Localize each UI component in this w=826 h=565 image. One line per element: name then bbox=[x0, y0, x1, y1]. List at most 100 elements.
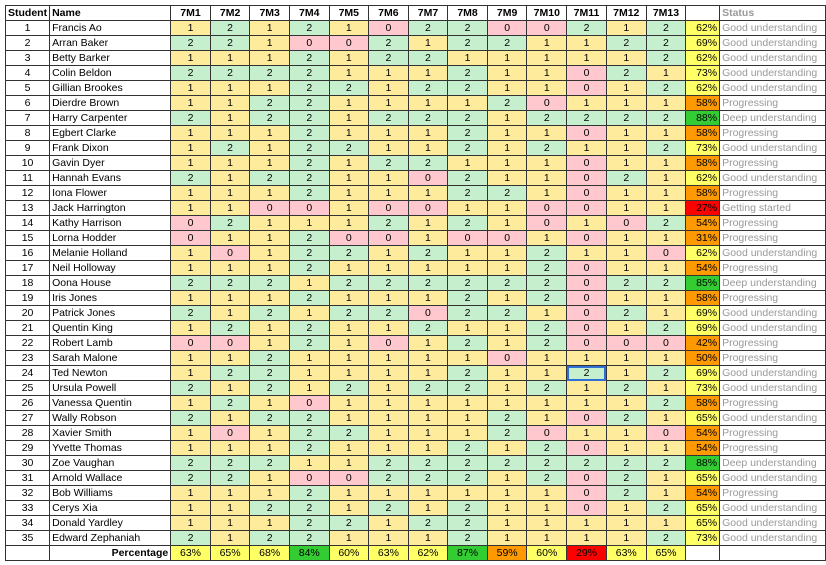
score-cell[interactable]: 2 bbox=[368, 305, 409, 321]
score-cell[interactable]: 1 bbox=[328, 170, 370, 186]
score-cell[interactable]: 0 bbox=[209, 425, 251, 441]
score-cell[interactable]: 1 bbox=[328, 335, 370, 351]
score-cell[interactable]: 1 bbox=[407, 530, 449, 546]
score-cell[interactable]: 2 bbox=[368, 110, 409, 126]
score-cell[interactable]: 2 bbox=[328, 275, 370, 291]
module-percent-cell[interactable]: 63% bbox=[170, 545, 211, 561]
score-cell[interactable]: 1 bbox=[486, 365, 528, 381]
score-cell[interactable]: 1 bbox=[566, 515, 607, 531]
header-module[interactable]: 7M9 bbox=[486, 5, 528, 21]
score-cell[interactable]: 0 bbox=[526, 215, 568, 231]
student-number-cell[interactable]: 28 bbox=[4, 425, 51, 441]
score-cell[interactable]: 1 bbox=[486, 485, 528, 501]
score-cell[interactable]: 1 bbox=[407, 290, 449, 306]
score-cell[interactable]: 1 bbox=[328, 320, 370, 336]
score-cell[interactable]: 2 bbox=[526, 140, 568, 156]
status-cell[interactable]: Getting started bbox=[719, 200, 826, 216]
score-cell[interactable]: 2 bbox=[249, 365, 290, 381]
score-cell[interactable]: 0 bbox=[288, 200, 330, 216]
student-number-cell[interactable]: 15 bbox=[4, 230, 51, 246]
status-cell[interactable]: Good understanding bbox=[719, 320, 826, 336]
score-cell[interactable]: 1 bbox=[486, 155, 528, 171]
score-cell[interactable]: 2 bbox=[288, 230, 330, 246]
score-cell[interactable]: 2 bbox=[526, 110, 568, 126]
score-cell[interactable]: 2 bbox=[209, 215, 251, 231]
student-name-cell[interactable]: Harry Carpenter bbox=[49, 110, 172, 126]
score-cell[interactable]: 2 bbox=[368, 500, 409, 516]
score-cell[interactable]: 1 bbox=[605, 515, 647, 531]
status-cell[interactable]: Progressing bbox=[719, 485, 826, 501]
score-cell[interactable]: 2 bbox=[447, 290, 488, 306]
student-number-cell[interactable]: 26 bbox=[4, 395, 51, 411]
student-number-cell[interactable]: 14 bbox=[4, 215, 51, 231]
score-cell[interactable]: 2 bbox=[288, 500, 330, 516]
score-cell[interactable]: 0 bbox=[368, 230, 409, 246]
score-cell[interactable]: 2 bbox=[645, 275, 687, 291]
student-number-cell[interactable]: 33 bbox=[4, 500, 51, 516]
score-cell[interactable]: 2 bbox=[368, 275, 409, 291]
score-cell[interactable]: 2 bbox=[526, 290, 568, 306]
score-cell[interactable]: 2 bbox=[407, 275, 449, 291]
score-cell[interactable]: 2 bbox=[645, 110, 687, 126]
student-name-cell[interactable]: Zoe Vaughan bbox=[49, 455, 172, 471]
score-cell[interactable]: 2 bbox=[486, 275, 528, 291]
student-percent-cell[interactable]: 65% bbox=[685, 410, 721, 426]
student-number-cell[interactable]: 34 bbox=[4, 515, 51, 531]
score-cell[interactable]: 1 bbox=[209, 260, 251, 276]
score-cell[interactable]: 1 bbox=[526, 410, 568, 426]
status-cell[interactable]: Deep understanding bbox=[719, 455, 826, 471]
score-cell[interactable]: 1 bbox=[368, 65, 409, 81]
score-cell[interactable]: 1 bbox=[249, 35, 290, 51]
student-number-cell[interactable]: 5 bbox=[4, 80, 51, 96]
student-percent-cell[interactable]: 85% bbox=[685, 275, 721, 291]
score-cell[interactable]: 1 bbox=[447, 245, 488, 261]
score-cell[interactable]: 1 bbox=[249, 245, 290, 261]
score-cell[interactable]: 2 bbox=[526, 275, 568, 291]
score-cell[interactable]: 1 bbox=[645, 185, 687, 201]
student-number-cell[interactable]: 17 bbox=[4, 260, 51, 276]
score-cell[interactable]: 2 bbox=[368, 155, 409, 171]
score-cell[interactable]: 1 bbox=[209, 440, 251, 456]
student-name-cell[interactable]: Robert Lamb bbox=[49, 335, 172, 351]
score-cell[interactable]: 1 bbox=[209, 500, 251, 516]
score-cell[interactable]: 2 bbox=[249, 305, 290, 321]
score-cell[interactable]: 2 bbox=[605, 170, 647, 186]
student-number-cell[interactable]: 18 bbox=[4, 275, 51, 291]
score-cell[interactable]: 1 bbox=[645, 380, 687, 396]
student-percent-cell[interactable]: 31% bbox=[685, 230, 721, 246]
score-cell[interactable]: 2 bbox=[288, 245, 330, 261]
score-cell[interactable]: 1 bbox=[526, 125, 568, 141]
score-cell[interactable]: 1 bbox=[249, 470, 290, 486]
score-cell[interactable]: 2 bbox=[526, 455, 568, 471]
status-cell[interactable]: Progressing bbox=[719, 185, 826, 201]
score-cell[interactable]: 1 bbox=[447, 425, 488, 441]
score-cell[interactable]: 1 bbox=[288, 350, 330, 366]
score-cell[interactable]: 1 bbox=[209, 155, 251, 171]
score-cell[interactable]: 2 bbox=[368, 455, 409, 471]
status-cell[interactable]: Deep understanding bbox=[719, 110, 826, 126]
score-cell[interactable]: 0 bbox=[288, 35, 330, 51]
header-module[interactable]: 7M13 bbox=[645, 5, 687, 21]
student-percent-cell[interactable]: 73% bbox=[685, 380, 721, 396]
score-cell[interactable]: 1 bbox=[407, 335, 449, 351]
module-percent-cell[interactable]: 63% bbox=[605, 545, 647, 561]
score-cell[interactable]: 2 bbox=[288, 320, 330, 336]
score-cell[interactable]: 0 bbox=[605, 335, 647, 351]
score-cell[interactable]: 1 bbox=[249, 425, 290, 441]
score-cell[interactable]: 1 bbox=[249, 335, 290, 351]
score-cell[interactable]: 2 bbox=[447, 110, 488, 126]
header-module[interactable]: 7M8 bbox=[447, 5, 488, 21]
score-cell[interactable]: 2 bbox=[288, 155, 330, 171]
score-cell[interactable]: 2 bbox=[328, 80, 370, 96]
header-module[interactable]: 7M6 bbox=[368, 5, 409, 21]
score-cell[interactable]: 1 bbox=[486, 440, 528, 456]
score-cell[interactable]: 1 bbox=[566, 530, 607, 546]
score-cell[interactable]: 1 bbox=[209, 515, 251, 531]
score-cell[interactable]: 1 bbox=[328, 530, 370, 546]
score-cell[interactable]: 1 bbox=[209, 530, 251, 546]
score-cell[interactable]: 0 bbox=[566, 500, 607, 516]
student-number-cell[interactable]: 31 bbox=[4, 470, 51, 486]
module-percent-cell[interactable]: 62% bbox=[407, 545, 449, 561]
header-module[interactable]: 7M4 bbox=[288, 5, 330, 21]
header-module[interactable]: 7M11 bbox=[566, 5, 607, 21]
